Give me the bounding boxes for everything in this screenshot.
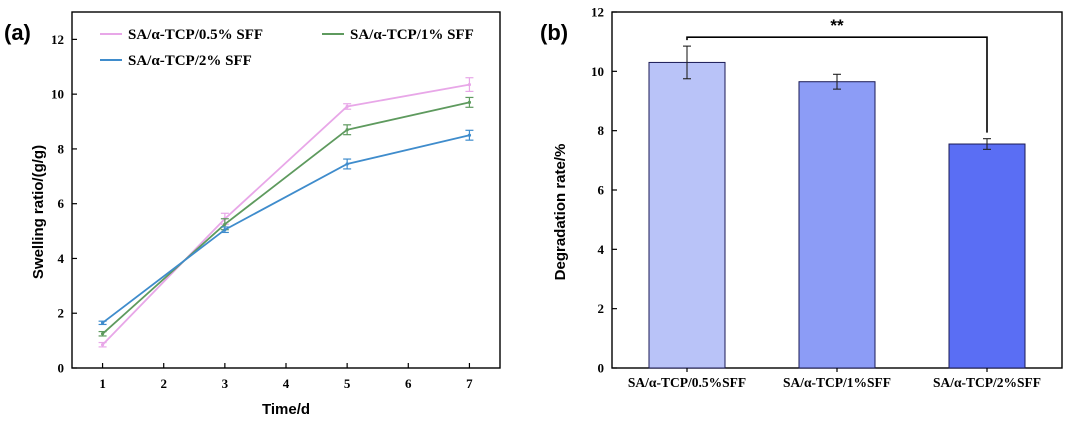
bar [798,81,876,369]
panel-a-swelling-chart: (a) Time/d Swelling ratio/(g/g) 1 2 3 4 5 6 70… [4,11,501,418]
legend-label: SA/α-TCP/2% SFF [128,53,252,69]
panel-b-bars: SA/α-TCP/0.5%SFF SA/α-TCP/1%SFF SA/α-TCP/2… [628,16,1041,390]
y-tick-label: 12 [591,5,604,20]
x-tick-label: 3 [222,376,229,391]
y-tick-label: 12 [51,32,64,47]
series-line [102,134,470,324]
y-tick-label: 8 [598,123,605,138]
panel-a-series [98,77,474,348]
panel-a-x-axis-title: Time/d [262,401,310,418]
y-tick-label: 6 [58,196,65,211]
data-point [223,228,227,232]
series-line [101,83,470,346]
data-point [345,162,349,166]
x-tick-label: 7 [466,376,473,391]
y-tick-label: 4 [598,242,605,257]
data-point [223,222,227,226]
data-point [100,332,105,336]
data-point [467,133,472,137]
data-point [100,343,105,347]
y-tick-label: 8 [58,141,65,156]
panel-a-legend: SA/α-TCP/0.5% SFF SA/α-TCP/1% SFF SA/α-TCP… [100,27,474,69]
y-tick-label: 0 [598,361,605,376]
x-category-label: SA/α-TCP/2%SFF [933,375,1041,390]
x-tick-label: 6 [405,376,412,391]
data-point [345,128,349,132]
y-tick-label: 2 [58,306,65,321]
x-tick-label: 2 [160,376,167,391]
y-tick-label: 4 [58,251,65,266]
y-tick-label: 2 [598,301,605,316]
y-tick-label: 10 [591,64,604,79]
legend-label: SA/α-TCP/0.5% SFF [128,27,263,43]
x-tick-label: 5 [344,376,351,391]
panel-a-label: (a) [4,20,31,45]
legend-label: SA/α-TCP/1% SFF [350,27,474,43]
significance-label: ** [830,16,844,35]
x-category-label: SA/α-TCP/1%SFF [783,375,891,390]
data-point [100,321,105,325]
bar [648,61,726,369]
panel-b-label: (b) [540,20,568,45]
panel-b-y-axis-title: Degradation rate/% [552,144,569,281]
y-tick-label: 6 [598,183,605,198]
data-point [345,104,349,109]
y-tick-label: 10 [51,87,64,102]
y-tick-label: 0 [58,361,65,376]
bar [948,143,1026,369]
x-category-label: SA/α-TCP/0.5%SFF [628,375,746,390]
significance-bracket [686,36,988,133]
data-point [467,82,472,87]
x-tick-label: 1 [99,376,106,391]
x-tick-label: 4 [283,376,290,391]
panel-a-y-axis-title: Swelling ratio/(g/g) [30,145,47,279]
series-line [101,101,470,335]
panel-b-degradation-chart: (b) Degradation rate/% 0 2 4 6 8 10 12 SA/α-TC… [540,5,1063,390]
data-point [467,100,472,104]
